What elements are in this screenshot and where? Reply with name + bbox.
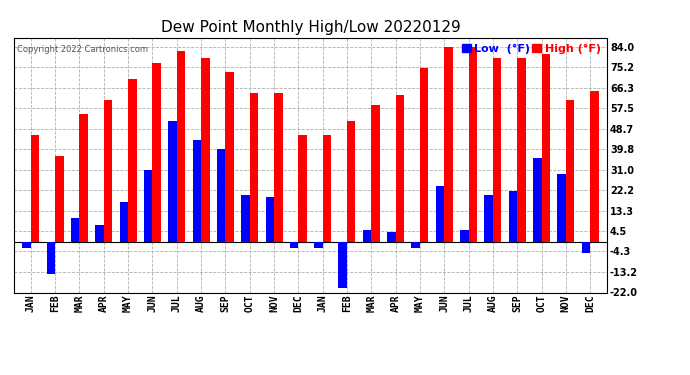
Bar	[266, 198, 274, 242]
Bar	[152, 63, 161, 242]
Bar	[144, 170, 152, 242]
Bar	[509, 190, 518, 242]
Bar	[55, 156, 63, 242]
Bar	[250, 93, 258, 242]
Bar	[290, 242, 298, 249]
Bar	[119, 202, 128, 242]
Bar	[582, 242, 590, 253]
Bar	[47, 242, 55, 274]
Bar	[274, 93, 282, 242]
Bar	[314, 242, 323, 249]
Bar	[518, 58, 526, 242]
Bar	[22, 242, 31, 249]
Bar	[395, 96, 404, 242]
Bar	[79, 114, 88, 242]
Legend: Low  (°F), High (°F): Low (°F), High (°F)	[461, 43, 602, 55]
Bar	[104, 100, 112, 242]
Bar	[226, 72, 234, 242]
Bar	[371, 105, 380, 242]
Bar	[71, 218, 79, 242]
Bar	[533, 158, 542, 242]
Bar	[168, 121, 177, 242]
Title: Dew Point Monthly High/Low 20220129: Dew Point Monthly High/Low 20220129	[161, 20, 460, 35]
Bar	[298, 135, 307, 242]
Bar	[444, 47, 453, 242]
Bar	[590, 91, 599, 242]
Bar	[420, 68, 428, 242]
Bar	[460, 230, 469, 242]
Bar	[411, 242, 420, 249]
Bar	[31, 135, 39, 242]
Bar	[469, 47, 477, 242]
Bar	[363, 230, 371, 242]
Bar	[193, 140, 201, 242]
Bar	[177, 51, 185, 242]
Bar	[241, 195, 250, 242]
Bar	[128, 79, 137, 242]
Bar	[95, 225, 104, 242]
Bar	[493, 58, 502, 242]
Bar	[387, 232, 395, 242]
Bar	[542, 54, 550, 242]
Text: Copyright 2022 Cartronics.com: Copyright 2022 Cartronics.com	[17, 45, 148, 54]
Bar	[436, 186, 444, 242]
Bar	[323, 135, 331, 242]
Bar	[484, 195, 493, 242]
Bar	[201, 58, 210, 242]
Bar	[558, 174, 566, 242]
Bar	[566, 100, 574, 242]
Bar	[339, 242, 347, 288]
Bar	[217, 149, 226, 242]
Bar	[347, 121, 355, 242]
